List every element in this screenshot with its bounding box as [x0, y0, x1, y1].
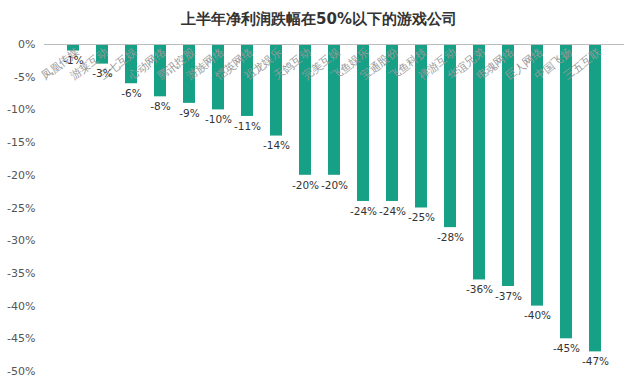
- svg-text:华谊兄弟: 华谊兄弟: [444, 45, 488, 83]
- svg-text:-45%: -45%: [7, 332, 35, 345]
- svg-text:-10%: -10%: [7, 103, 35, 116]
- svg-text:腾讯控股: 腾讯控股: [154, 45, 198, 83]
- svg-text:宝通股份: 宝通股份: [357, 45, 401, 83]
- svg-text:凤凰传媒: 凤凰传媒: [38, 45, 82, 83]
- svg-text:-24%: -24%: [379, 205, 406, 217]
- svg-text:-1%: -1%: [63, 54, 83, 66]
- svg-text:恺英网络: 恺英网络: [212, 45, 256, 83]
- svg-text:-50%: -50%: [7, 365, 35, 378]
- svg-text:-45%: -45%: [553, 342, 580, 354]
- svg-text:禅游互动: 禅游互动: [415, 45, 459, 83]
- svg-text:-14%: -14%: [263, 139, 290, 151]
- svg-text:游族网络: 游族网络: [183, 45, 227, 83]
- svg-text:-47%: -47%: [582, 355, 609, 367]
- svg-text:巨人网络: 巨人网络: [502, 45, 546, 83]
- svg-text:-40%: -40%: [7, 300, 35, 313]
- svg-text:-28%: -28%: [437, 231, 464, 243]
- svg-text:-9%: -9%: [179, 107, 199, 119]
- svg-text:-24%: -24%: [350, 205, 377, 217]
- svg-text:-25%: -25%: [7, 202, 35, 215]
- svg-text:-6%: -6%: [121, 87, 141, 99]
- svg-text:完美互娱: 完美互娱: [299, 45, 343, 83]
- svg-text:三七互娱: 三七互娱: [96, 45, 140, 83]
- svg-text:中国飞扬: 中国飞扬: [531, 45, 575, 83]
- svg-text:天鸽互动: 天鸽互动: [270, 45, 314, 83]
- svg-text:祖龙娱乐: 祖龙娱乐: [241, 45, 285, 83]
- svg-text:-15%: -15%: [7, 136, 35, 149]
- svg-text:-20%: -20%: [7, 169, 35, 182]
- svg-text:-37%: -37%: [495, 290, 522, 302]
- svg-text:心动网络: 心动网络: [125, 45, 169, 83]
- svg-text:-25%: -25%: [408, 211, 435, 223]
- svg-text:飞鱼科技: 飞鱼科技: [386, 45, 430, 83]
- svg-text:-40%: -40%: [524, 309, 551, 321]
- svg-text:-20%: -20%: [321, 179, 348, 191]
- svg-text:飞鱼娱乐: 飞鱼娱乐: [328, 45, 372, 83]
- svg-text:-35%: -35%: [7, 267, 35, 280]
- svg-text:-5%: -5%: [14, 71, 35, 84]
- html-text:上半年净利润跌幅在50%以下的游戏公司: 上半年净利润跌幅在50%以下的游戏公司: [181, 10, 457, 28]
- svg-text:-8%: -8%: [150, 100, 170, 112]
- svg-text:-20%: -20%: [292, 179, 319, 191]
- svg-text:-11%: -11%: [234, 120, 261, 132]
- svg-text:-10%: -10%: [205, 113, 232, 125]
- svg-text:0%: 0%: [18, 38, 35, 51]
- svg-text:-36%: -36%: [466, 283, 493, 295]
- svg-text:-3%: -3%: [92, 67, 112, 79]
- svg-text:电魂网络: 电魂网络: [473, 45, 517, 83]
- svg-text:游莱互动: 游莱互动: [67, 45, 111, 83]
- svg-text:三五互联: 三五互联: [561, 45, 604, 82]
- svg-text:-30%: -30%: [7, 234, 35, 247]
